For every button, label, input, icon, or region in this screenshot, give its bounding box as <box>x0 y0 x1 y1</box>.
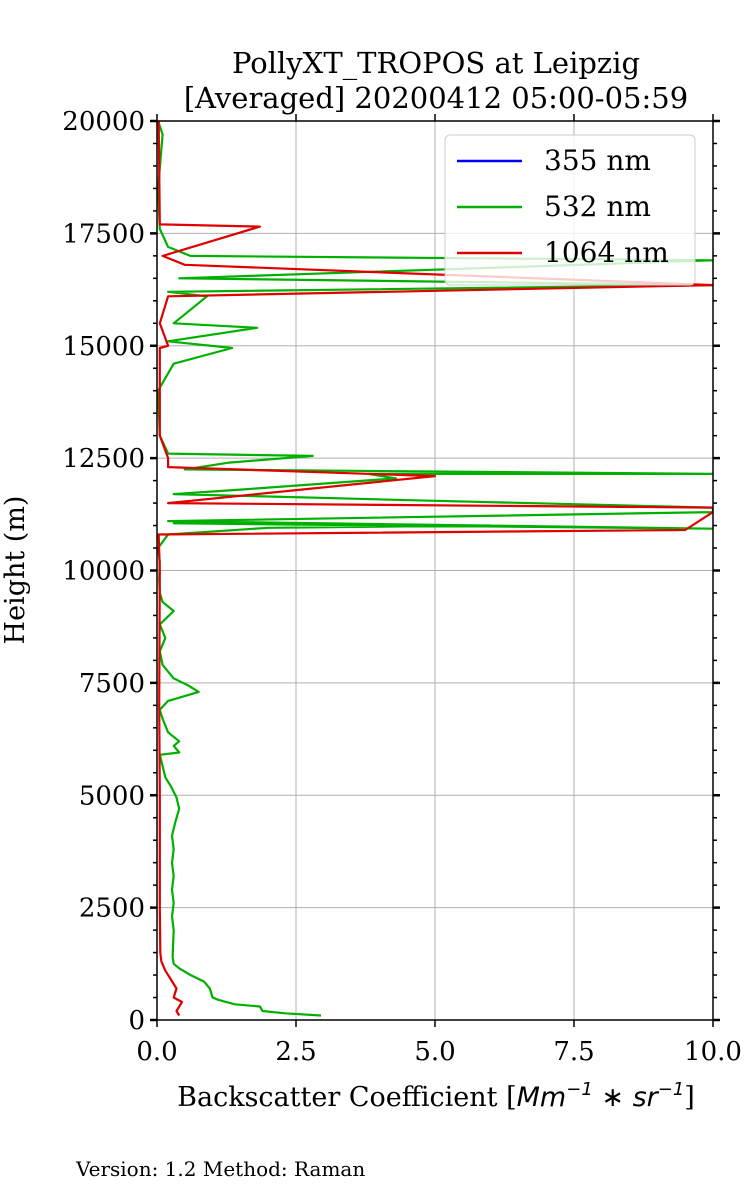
x-tick-label: 7.5 <box>553 1037 594 1067</box>
series-line-2 <box>157 121 713 1017</box>
y-axis-label: Height (m) <box>0 496 31 645</box>
y-tick-label: 10000 <box>62 557 145 587</box>
footer-version: Version: 1.2 Method: Raman <box>75 1157 365 1181</box>
y-tick-label: 0 <box>128 1006 145 1036</box>
legend-box <box>444 134 696 286</box>
series-layer <box>157 121 713 1017</box>
y-tick-label: 20000 <box>62 107 145 137</box>
x-axis-label-text: Backscatter Coefficient [ <box>177 1082 516 1113</box>
chart-subtitle: [Averaged] 20200412 05:00-05:59 <box>184 81 688 115</box>
y-tick-label: 7500 <box>79 669 145 699</box>
y-tick-label: 2500 <box>79 894 145 924</box>
x-axis-label-exp2: −1 <box>658 1079 685 1100</box>
plot-frame <box>156 120 714 1021</box>
x-axis-label-end: ] <box>684 1082 695 1113</box>
legend-label-0: 355 nm <box>544 144 651 177</box>
series-line-1 <box>157 121 713 1017</box>
chart-title: PollyXT_TROPOS at Leipzig <box>232 46 640 81</box>
y-tick-label: 12500 <box>62 444 145 474</box>
x-tick-label: 10.0 <box>684 1037 742 1067</box>
x-axis-label-exp1: −1 <box>566 1079 593 1100</box>
y-tick-label: 15000 <box>62 332 145 362</box>
x-tick-label: 2.5 <box>275 1037 316 1067</box>
legend-label-1: 532 nm <box>544 190 651 223</box>
ticks: 0.0 2.5 5.0 7.5 10.0 0 2500 5000 7500 10000 12500 1… <box>62 107 742 1067</box>
x-axis-label-math: Mm <box>517 1082 567 1113</box>
x-tick-label: 5.0 <box>414 1037 455 1067</box>
x-axis-label: Backscatter Coefficient [Mm−1 ∗ sr−1] <box>177 1079 695 1113</box>
x-tick-label: 0.0 <box>136 1037 177 1067</box>
y-tick-label: 17500 <box>62 219 145 249</box>
y-tick-label: 5000 <box>79 781 145 811</box>
legend: 355 nm 532 nm 1064 nm <box>444 134 696 286</box>
legend-label-2: 1064 nm <box>544 236 669 269</box>
x-axis-label-math2: ∗ sr <box>593 1082 660 1113</box>
